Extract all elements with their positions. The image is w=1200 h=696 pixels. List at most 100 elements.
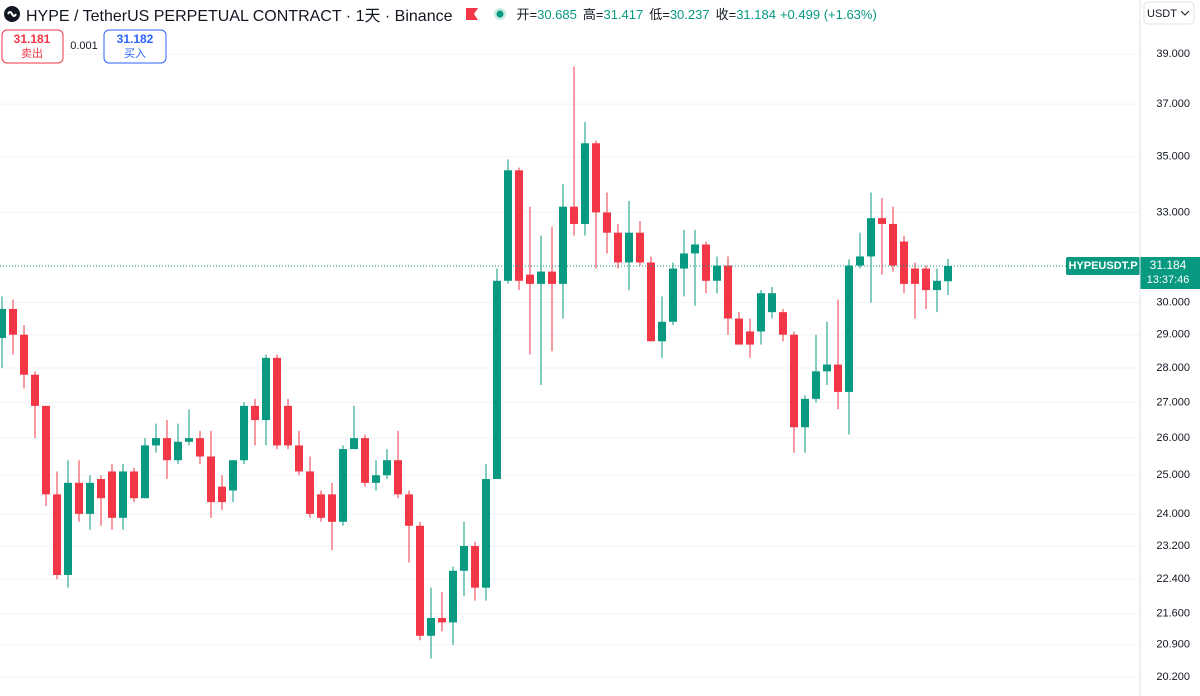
plot: HYPEUSDT.P 31.184 13:37:46	[0, 53, 1200, 678]
candle-body	[559, 206, 567, 284]
candle-body	[647, 262, 655, 342]
ohlc-key: 收=	[715, 7, 737, 22]
candle-body	[482, 479, 490, 588]
sell-price: 31.181	[14, 32, 51, 46]
candle-body	[779, 312, 787, 335]
candle-body	[944, 265, 952, 282]
candle-body	[603, 212, 611, 233]
change: +0.499 (+1.63%)	[779, 6, 877, 22]
candle-body	[86, 482, 94, 514]
y-tick-label: 22.400	[1156, 573, 1190, 585]
buy-price: 31.182	[117, 32, 154, 46]
candle-body	[53, 494, 61, 575]
buy-box[interactable]	[103, 29, 167, 64]
candle-body	[350, 438, 358, 450]
candle-body	[625, 232, 633, 263]
ohlc-key: 低=	[649, 7, 670, 22]
candle-body	[152, 438, 160, 446]
candle-body	[361, 438, 369, 483]
candle-body	[856, 256, 864, 266]
buy-label: 买入	[124, 47, 146, 60]
candle-body	[394, 460, 402, 495]
candle-body	[97, 479, 105, 499]
candle-body	[42, 405, 50, 495]
candle-body	[229, 460, 237, 491]
candle-body	[163, 438, 171, 461]
y-tick-label: 30.000	[1156, 297, 1190, 309]
candle-body	[614, 232, 622, 263]
candle-body	[328, 494, 336, 522]
candle-body	[416, 525, 424, 636]
sell-button[interactable]: 31.181 卖出	[1, 29, 64, 64]
candle-body	[284, 405, 292, 446]
candle-body	[383, 460, 391, 476]
candle-body	[812, 371, 820, 399]
candle-body	[823, 364, 831, 372]
ohlc-value: 30.237	[669, 7, 710, 22]
candle-body	[9, 308, 17, 335]
candle-body	[526, 274, 534, 284]
candle-body	[900, 241, 908, 284]
candle-body	[691, 244, 699, 254]
ohlc-key: 开=	[516, 7, 538, 22]
last-price: 31.184	[1150, 258, 1187, 272]
y-tick-label: 29.000	[1156, 329, 1190, 341]
candle-body	[108, 471, 116, 518]
candle-body	[317, 494, 325, 518]
candle-body	[64, 482, 72, 575]
candle-body	[141, 445, 149, 499]
candle-body	[790, 334, 798, 428]
candle-body	[174, 441, 182, 461]
candle-body	[746, 331, 754, 345]
y-tick-label: 24.000	[1156, 508, 1190, 520]
ohlc-value: 31.184	[736, 7, 776, 22]
candle-body	[768, 293, 776, 313]
candle-body	[889, 223, 897, 266]
last-price-box	[1140, 256, 1200, 289]
candle-body	[31, 374, 39, 406]
candle-body	[669, 268, 677, 322]
currency-button[interactable]: USDT	[1143, 1, 1195, 25]
candle-body	[757, 293, 765, 332]
candle-body	[273, 357, 281, 446]
countdown: 13:37:46	[1147, 274, 1190, 286]
candle-body	[372, 475, 380, 483]
candle-body	[295, 445, 303, 472]
flag-icon[interactable]	[465, 7, 479, 21]
candle-body	[922, 268, 930, 291]
symbol[interactable]: HYPE / TetherUS PERPETUAL CONTRACT · 1天 …	[26, 8, 453, 25]
ohlc-legend: 开=30.685 高=31.417 低=30.237 收=31.184	[511, 4, 776, 24]
ohlc-value: 30.685	[537, 7, 577, 22]
buy-button[interactable]: 31.182 买入	[103, 29, 167, 64]
price-tag-box	[1066, 256, 1140, 275]
dropdown-icon	[1180, 10, 1190, 16]
candle-body	[460, 545, 468, 571]
candle-body	[185, 438, 193, 442]
y-tick-label: 20.900	[1156, 639, 1190, 651]
header: HYPE / TetherUS PERPETUAL CONTRACT · 1天 …	[0, 0, 877, 28]
candle-body	[878, 218, 886, 224]
ohlc-key: 高=	[582, 7, 604, 22]
candle-body	[306, 471, 314, 514]
candle-body	[680, 253, 688, 269]
candle-body	[196, 438, 204, 457]
y-tick-label: 21.600	[1156, 608, 1190, 620]
candle-body	[405, 494, 413, 526]
y-tick-label: 35.000	[1156, 151, 1190, 163]
currency: USDT	[1147, 8, 1177, 20]
y-tick-label: 33.000	[1156, 206, 1190, 218]
candle-body	[262, 357, 270, 421]
candle-body	[504, 170, 512, 281]
candle-body	[449, 570, 457, 623]
candle-body	[735, 318, 743, 345]
candle-body	[0, 308, 6, 338]
y-tick-label: 25.000	[1156, 469, 1190, 481]
candle-body	[592, 143, 600, 213]
spread: 0.001	[70, 40, 98, 52]
candle-body	[119, 471, 127, 518]
candle-body	[867, 218, 875, 257]
currency-box[interactable]	[1143, 1, 1195, 25]
sell-box[interactable]	[1, 29, 64, 64]
